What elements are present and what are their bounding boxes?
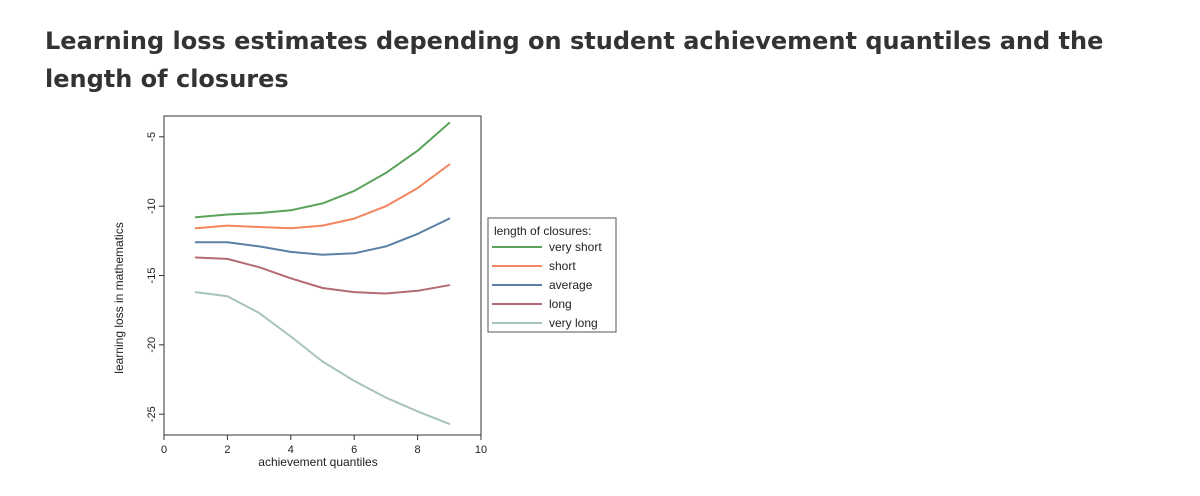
y-tick-label: -15 bbox=[146, 268, 158, 284]
series-lines bbox=[194, 121, 451, 425]
legend-entry: very long bbox=[549, 316, 598, 330]
x-tick-label: 2 bbox=[224, 444, 230, 456]
plot-frame bbox=[163, 115, 482, 436]
legend-entry: short bbox=[549, 259, 576, 273]
legend-entry: long bbox=[549, 297, 572, 311]
y-tick-label: -5 bbox=[146, 132, 158, 142]
line-chart: 0 2 4 6 8 10 -25 -20 -15 -10 -5 achievement quant… bbox=[112, 115, 617, 469]
y-tick-label: -10 bbox=[146, 198, 158, 214]
series-line-very-short bbox=[194, 121, 451, 219]
page-title: Learning loss estimates depending on stu… bbox=[45, 27, 1104, 93]
plot-area bbox=[163, 115, 482, 436]
legend-title: length of closures: bbox=[494, 224, 591, 238]
x-axis: 0 2 4 6 8 10 bbox=[161, 435, 487, 456]
legend-entry: average bbox=[549, 278, 593, 292]
y-tick-label: -25 bbox=[146, 406, 158, 422]
series-line-average bbox=[194, 217, 451, 256]
series-line-long bbox=[194, 256, 451, 295]
legend-items: very short short average long very long bbox=[492, 240, 602, 330]
x-tick-label: 8 bbox=[415, 444, 421, 456]
legend-box bbox=[487, 217, 617, 333]
series-line-very-long bbox=[194, 291, 451, 425]
legend: length of closures: very short short avera… bbox=[487, 217, 617, 333]
y-axis-label: learning loss in mathematics bbox=[112, 222, 126, 373]
y-tick-label: -20 bbox=[146, 337, 158, 353]
series-line-short bbox=[194, 163, 451, 230]
x-tick-label: 0 bbox=[161, 444, 167, 456]
x-tick-label: 10 bbox=[475, 444, 487, 456]
y-axis: -25 -20 -15 -10 -5 bbox=[146, 132, 164, 422]
x-tick-label: 6 bbox=[351, 444, 357, 456]
legend-entry: very short bbox=[549, 240, 602, 254]
x-axis-label: achievement quantiles bbox=[258, 455, 377, 469]
x-tick-label: 4 bbox=[288, 444, 294, 456]
